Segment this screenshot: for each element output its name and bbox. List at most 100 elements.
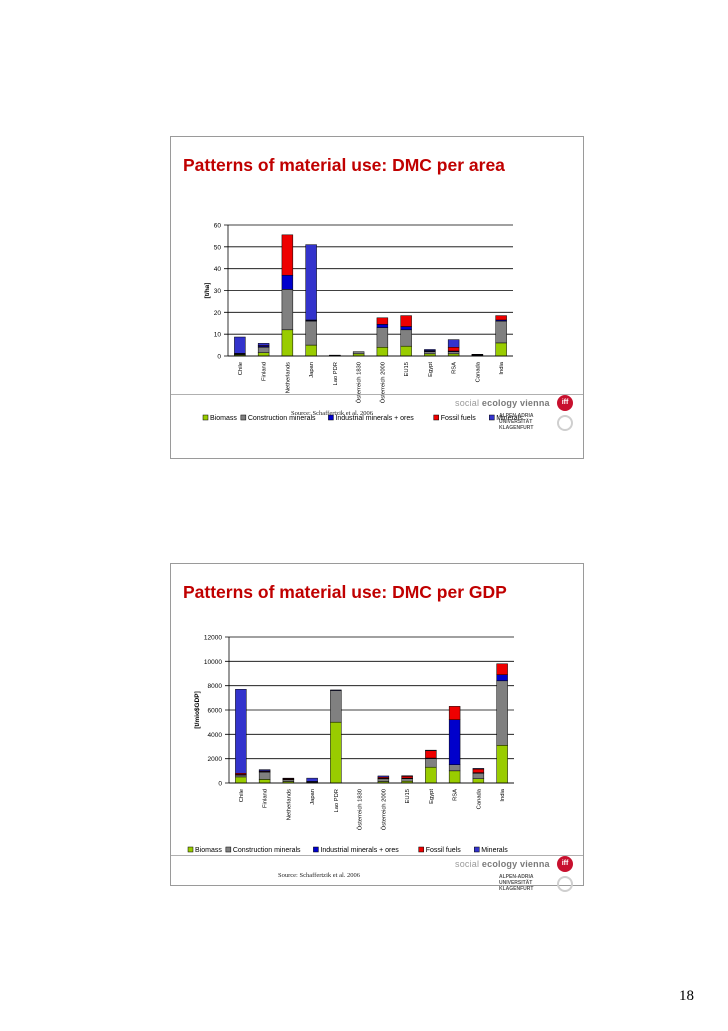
- x-category-label: Lao PDR: [333, 362, 339, 386]
- x-category-label: Japan: [310, 789, 316, 805]
- bar-segment-biomass: [400, 345, 412, 357]
- y-tick-label: 0: [217, 354, 221, 361]
- bar-segment-biomass: [258, 779, 271, 784]
- x-category-label: Österreich 2000: [379, 362, 386, 403]
- bar-segment-fossil-fuels: [496, 663, 508, 675]
- y-tick-label: 30: [214, 288, 222, 295]
- bar-segment-construction-minerals: [352, 351, 365, 355]
- legend-swatch: [313, 846, 319, 853]
- bar-segment-biomass: [376, 347, 389, 357]
- logo-text: social ecology vienna: [455, 398, 550, 408]
- y-tick-label: 12000: [204, 635, 222, 642]
- bar-segment-construction-minerals: [495, 320, 507, 344]
- y-tick-label: 20: [214, 310, 222, 317]
- bar-segment-construction-minerals: [305, 320, 317, 346]
- legend-label: Construction minerals: [248, 415, 316, 422]
- bar-segment-fossil-fuels: [472, 768, 485, 773]
- x-category-label: Chile: [238, 362, 244, 375]
- bar-segment-construction-minerals: [258, 771, 271, 780]
- bar-segment-biomass: [448, 770, 461, 784]
- bar-segment-biomass: [425, 766, 437, 784]
- bar-segment-minerals: [330, 689, 342, 691]
- bar-segment-fossil-fuels: [376, 317, 389, 325]
- bar-segment-construction-minerals: [400, 329, 412, 347]
- bar-segment-construction-minerals: [330, 690, 342, 723]
- x-category-label: Netherlands: [285, 362, 291, 393]
- bar-segment-biomass: [235, 776, 247, 784]
- legend-label: Minerals: [481, 847, 508, 854]
- bar-segment-construction-minerals: [448, 764, 461, 772]
- bar-segment-fossil-fuels: [400, 315, 412, 327]
- y-tick-label: 6000: [208, 708, 223, 715]
- x-category-label: India: [500, 788, 506, 801]
- bar-segment-construction-minerals: [376, 327, 389, 348]
- legend-swatch: [225, 846, 232, 853]
- bar-segment-construction-minerals: [424, 351, 436, 355]
- y-tick-label: 4000: [208, 732, 223, 739]
- bar-segment-minerals: [329, 354, 341, 356]
- iff-badge-icon: iff: [557, 856, 573, 872]
- x-category-label: EU15: [404, 362, 410, 377]
- y-tick-label: 0: [218, 781, 222, 788]
- y-tick-label: 10000: [204, 659, 222, 666]
- bar-segment-biomass: [472, 778, 485, 784]
- chart-dmc-per-gdp: 0 2000 4000 6000 8000 10000 12000 [t/mio$GDP] Ch…: [187, 635, 514, 854]
- legend-label: Biomass: [210, 415, 237, 422]
- swoosh-icon: [557, 415, 573, 431]
- slide-title: Patterns of material use: DMC per GDP: [183, 582, 507, 602]
- x-category-label: RSA: [452, 362, 458, 374]
- bar-segment-construction-minerals: [281, 289, 294, 331]
- x-category-label: Egypt: [429, 789, 435, 804]
- bar-segment-minerals: [377, 775, 390, 778]
- bar-segment-biomass: [305, 344, 317, 357]
- bar-segment-fossil-fuels: [281, 234, 294, 276]
- bar-segment-biomass: [257, 352, 270, 357]
- x-category-label: Finland: [262, 362, 268, 381]
- legend-swatch: [474, 846, 480, 853]
- bar-segment-industrial-minerals-ores: [376, 324, 389, 328]
- university-name: ALPEN-ADRIA UNIVERSITÄT KLAGENFURT: [499, 874, 534, 892]
- iff-badge-icon: iff: [557, 395, 573, 411]
- bar-segment-fossil-fuels: [425, 750, 437, 759]
- bar-segment-fossil-fuels: [448, 706, 461, 720]
- y-axis-label: [t/mio$GDP]: [194, 691, 201, 729]
- bar-segment-fossil-fuels: [447, 347, 460, 352]
- social-ecology-vienna-logo: social ecology vienna iff ALPEN-ADRIA UN…: [455, 856, 573, 906]
- y-tick-label: 50: [214, 244, 222, 251]
- bar-segment-minerals: [306, 777, 318, 782]
- bar-segment-biomass: [281, 329, 294, 357]
- x-category-label: Egypt: [428, 362, 434, 377]
- legend-label: Biomass: [195, 847, 222, 854]
- bar-segment-minerals: [472, 768, 485, 770]
- bar-segment-fossil-fuels: [495, 315, 507, 321]
- bar-segment-construction-minerals: [447, 351, 460, 355]
- slide-dmc-per-area: Patterns of material use: DMC per area 0…: [170, 136, 584, 459]
- bar-segment-construction-minerals: [425, 758, 437, 768]
- legend-swatch: [433, 414, 439, 421]
- y-tick-label: 10: [214, 332, 222, 339]
- x-category-label: Lao PDR: [334, 789, 340, 813]
- bar-segment-minerals: [234, 336, 246, 354]
- legend-swatch: [187, 846, 194, 853]
- x-category-label: Finland: [263, 789, 269, 808]
- x-category-label: RSA: [453, 789, 459, 801]
- y-tick-label: 60: [214, 223, 222, 230]
- legend-label: Fossil fuels: [426, 847, 462, 854]
- y-tick-label: 40: [214, 266, 222, 273]
- x-category-label: Österreich 1830: [356, 362, 363, 403]
- bar-segment-minerals: [258, 769, 271, 772]
- university-name: ALPEN-ADRIA UNIVERSITÄT KLAGENFURT: [499, 413, 534, 431]
- divider: [171, 394, 583, 395]
- legend-swatch: [202, 414, 209, 421]
- legend-swatch: [418, 846, 424, 853]
- source-note: Source: Schaffertzik et al. 2006: [291, 410, 374, 417]
- bar-segment-construction-minerals: [401, 778, 413, 782]
- x-category-label: India: [499, 361, 505, 374]
- bar-segment-minerals: [257, 343, 270, 346]
- legend-label: Minerals: [496, 415, 523, 422]
- bar-segment-minerals: [424, 349, 436, 351]
- legend-swatch: [328, 414, 334, 421]
- legend-label: Industrial minerals + ores: [335, 415, 414, 422]
- bar-segment-biomass: [495, 342, 507, 357]
- bar-segment-fossil-fuels: [401, 776, 413, 779]
